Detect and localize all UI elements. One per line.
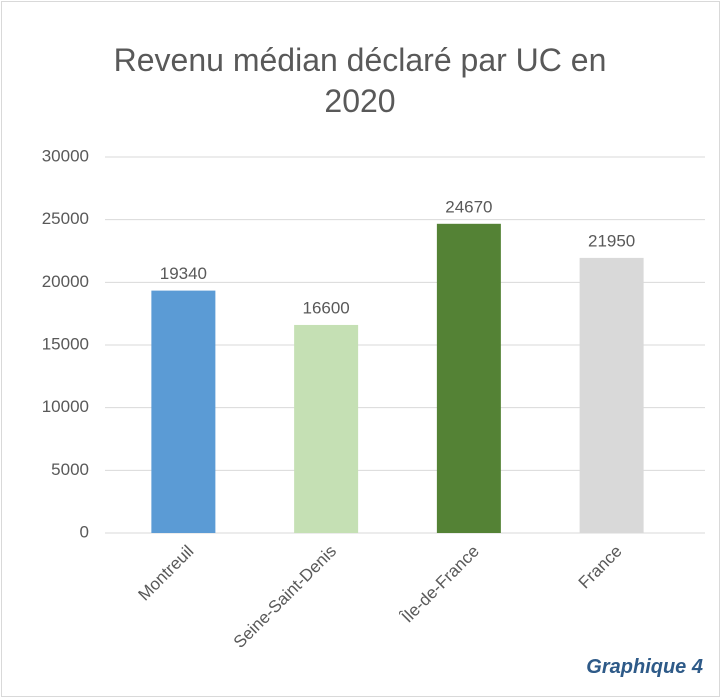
bar	[294, 324, 359, 533]
y-tick-label: 15000	[42, 334, 89, 353]
x-tick-label: Île-de-France	[397, 542, 483, 628]
annotation: Graphique 4	[586, 656, 703, 678]
data-label: 21950	[588, 231, 635, 250]
chart-title: Revenu médian déclaré par UC en 2020	[113, 42, 607, 119]
bar	[579, 257, 644, 533]
y-tick-label: 30000	[42, 146, 89, 165]
x-tick-label: Seine-Saint-Denis	[230, 542, 340, 652]
y-tick-label: 25000	[42, 209, 89, 228]
y-tick-label: 20000	[42, 272, 89, 291]
bar	[436, 223, 501, 533]
y-tick-label: 0	[80, 522, 89, 541]
y-tick-label: 5000	[51, 460, 89, 479]
y-tick-label: 10000	[42, 397, 89, 416]
data-label: 19340	[160, 264, 207, 283]
data-label: 24670	[445, 197, 492, 216]
data-label: 16600	[302, 298, 349, 317]
x-tick-label: France	[575, 542, 626, 593]
bar	[151, 290, 216, 533]
x-tick-label: Montreuil	[134, 542, 197, 605]
